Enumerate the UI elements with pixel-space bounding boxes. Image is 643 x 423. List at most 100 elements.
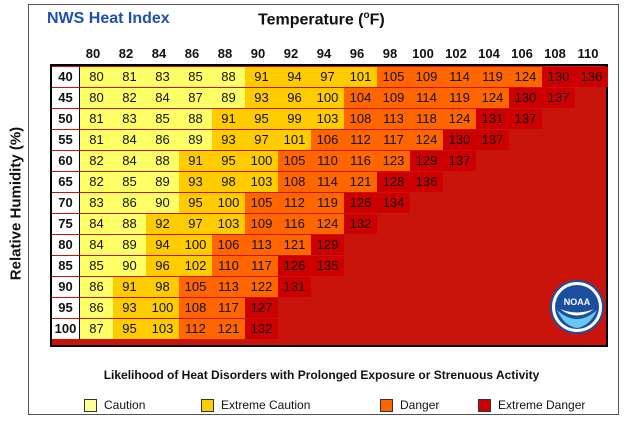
temperature-degree-sign: o <box>363 10 370 21</box>
temperature-title-end: F) <box>369 11 385 29</box>
heat-index-cell: 93 <box>245 88 278 108</box>
heat-index-cell: 83 <box>113 109 146 129</box>
heat-index-cell: 101 <box>344 67 377 87</box>
heat-index-cell: 129 <box>311 235 344 255</box>
heat-index-cell: 110 <box>311 151 344 171</box>
temperature-tick-label: 108 <box>544 46 566 61</box>
heat-index-cell: 86 <box>146 130 179 150</box>
heat-index-cell: 87 <box>80 319 113 339</box>
humidity-axis-title: Relative Humidity (%) <box>7 126 25 281</box>
legend-swatch-caution <box>84 399 97 412</box>
heat-index-cell: 91 <box>245 67 278 87</box>
temperature-tick-label: 98 <box>382 46 398 61</box>
heat-index-cell: 85 <box>80 256 113 276</box>
heat-index-cell: 137 <box>542 88 575 108</box>
heat-index-cell: 117 <box>245 256 278 276</box>
heat-index-cell: 98 <box>146 277 179 297</box>
heat-index-cell: 101 <box>278 130 311 150</box>
heat-index-cell: 83 <box>80 193 113 213</box>
heat-index-cell: 112 <box>344 130 377 150</box>
heat-index-cell: 82 <box>80 151 113 171</box>
heat-index-cell: 126 <box>278 256 311 276</box>
heat-index-cell: 130 <box>509 88 542 108</box>
temperature-tick-label: 102 <box>445 46 467 61</box>
chart-title: NWS Heat Index <box>47 10 170 27</box>
heat-index-cell: 86 <box>80 277 113 297</box>
temperature-tick-label: 92 <box>283 46 299 61</box>
temperature-tick-label: 104 <box>478 46 500 61</box>
heat-index-cell: 82 <box>80 172 113 192</box>
legend-label-danger: Danger <box>400 398 440 412</box>
heat-index-cell: 130 <box>443 130 476 150</box>
heat-index-cell: 123 <box>377 151 410 171</box>
heat-index-cell: 80 <box>80 88 113 108</box>
heat-index-cell: 100 <box>212 193 245 213</box>
heat-index-cell: 94 <box>278 67 311 87</box>
heat-index-cell: 93 <box>179 172 212 192</box>
heat-index-cell: 97 <box>311 67 344 87</box>
humidity-tick-label: 50 <box>52 109 80 129</box>
heat-index-cell: 116 <box>278 214 311 234</box>
heat-index-cell: 119 <box>476 67 509 87</box>
heat-index-cell: 97 <box>245 130 278 150</box>
temperature-title: Temperature (oF) <box>258 10 385 29</box>
heat-index-cell: 108 <box>344 109 377 129</box>
heat-index-cell: 110 <box>212 256 245 276</box>
heat-index-cell: 95 <box>245 109 278 129</box>
temperature-tick-label: 80 <box>85 46 101 61</box>
heat-index-cell: 130 <box>542 67 575 87</box>
heat-index-cell: 124 <box>443 109 476 129</box>
heat-index-cell: 124 <box>509 67 542 87</box>
humidity-tick-label: 100 <box>52 319 80 339</box>
humidity-tick-label: 55 <box>52 130 80 150</box>
heat-index-cell: 131 <box>476 109 509 129</box>
heat-index-cell: 89 <box>179 130 212 150</box>
chart-caption: Likelihood of Heat Disorders with Prolon… <box>103 368 540 382</box>
heat-index-cell: 80 <box>80 67 113 87</box>
heat-index-cell: 84 <box>113 130 146 150</box>
heat-index-cell: 88 <box>179 109 212 129</box>
heat-index-cell: 84 <box>113 151 146 171</box>
heat-index-cell: 94 <box>146 235 179 255</box>
legend-swatch-extreme-caution <box>201 399 214 412</box>
heat-index-cell: 81 <box>113 67 146 87</box>
humidity-tick-label: 70 <box>52 193 80 213</box>
heat-index-cell: 89 <box>212 88 245 108</box>
heat-index-cell: 114 <box>311 172 344 192</box>
temperature-tick-label: 90 <box>250 46 266 61</box>
humidity-tick-label: 65 <box>52 172 80 192</box>
legend-swatch-danger <box>380 399 393 412</box>
heat-index-cell: 136 <box>575 67 608 87</box>
humidity-tick-label: 95 <box>52 298 80 318</box>
heat-index-cell: 121 <box>344 172 377 192</box>
heat-index-cell: 96 <box>278 88 311 108</box>
heat-index-cell: 87 <box>179 88 212 108</box>
heat-index-cell: 113 <box>377 109 410 129</box>
heat-index-cell: 93 <box>113 298 146 318</box>
heat-index-cell: 131 <box>278 277 311 297</box>
heat-index-cell: 124 <box>311 214 344 234</box>
heat-index-cell: 85 <box>146 109 179 129</box>
heat-index-cell: 105 <box>245 193 278 213</box>
heat-index-cell: 137 <box>443 151 476 171</box>
heat-index-cell: 114 <box>443 67 476 87</box>
temperature-tick-label: 86 <box>184 46 200 61</box>
heat-index-cell: 113 <box>212 277 245 297</box>
heat-index-cell: 112 <box>179 319 212 339</box>
heat-index-cell: 132 <box>245 319 278 339</box>
heat-index-cell: 97 <box>179 214 212 234</box>
heat-index-cell: 105 <box>278 151 311 171</box>
heat-index-cell: 127 <box>245 298 278 318</box>
heat-index-cell: 95 <box>179 193 212 213</box>
heat-index-cell: 121 <box>278 235 311 255</box>
heat-index-cell: 85 <box>179 67 212 87</box>
heat-index-cell: 103 <box>146 319 179 339</box>
heat-index-cell: 100 <box>146 298 179 318</box>
heat-index-cell: 82 <box>113 88 146 108</box>
legend-label-extreme-caution: Extreme Caution <box>221 398 311 412</box>
heat-index-cell: 89 <box>113 235 146 255</box>
heat-index-cell: 108 <box>278 172 311 192</box>
heat-index-cell: 132 <box>344 214 377 234</box>
heat-index-cell: 95 <box>212 151 245 171</box>
heat-index-cell: 124 <box>410 130 443 150</box>
